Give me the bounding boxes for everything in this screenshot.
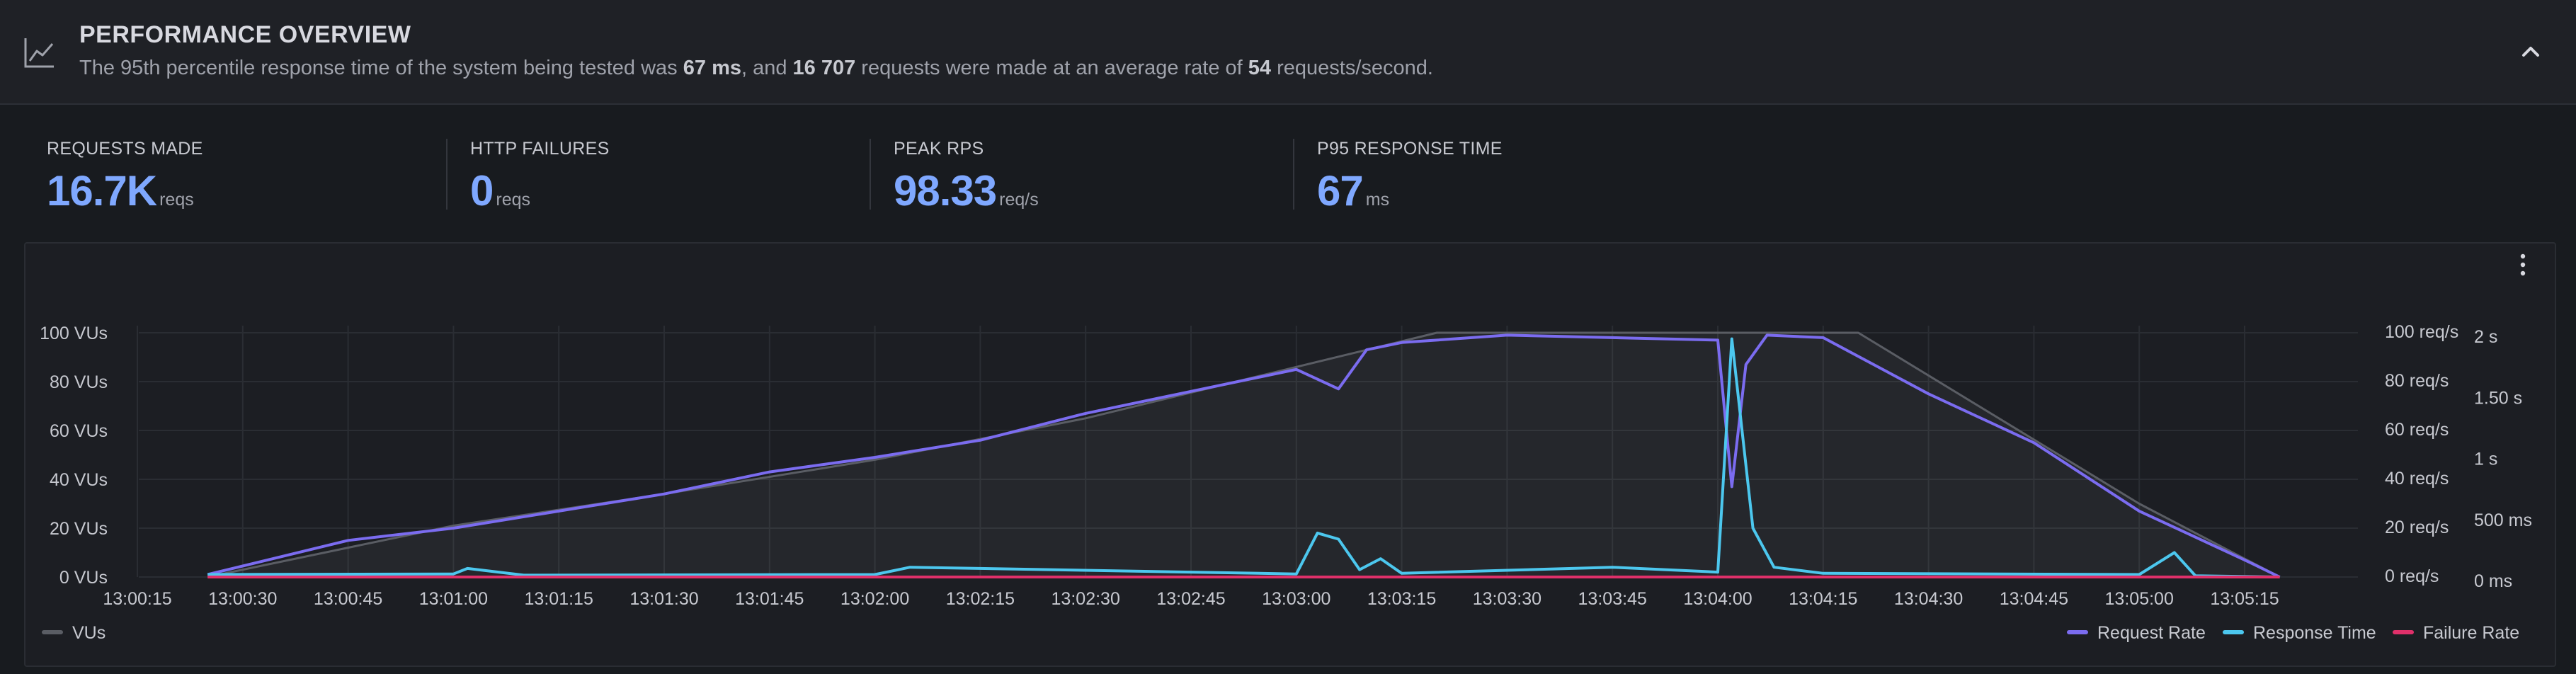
x-tick-label: 13:02:45 — [1156, 589, 1225, 609]
series-area-vus — [207, 333, 2280, 577]
stat-value: 67 — [1317, 167, 1364, 215]
stat-p95-response-time: P95 RESPONSE TIME 67 ms — [1317, 139, 1503, 217]
x-tick-label: 13:00:30 — [208, 589, 277, 609]
stat-label: P95 RESPONSE TIME — [1317, 139, 1503, 159]
chart-line-icon — [24, 38, 54, 68]
x-tick-label: 13:00:15 — [103, 589, 171, 609]
y-rate-tick-label: 20 req/s — [2385, 518, 2449, 537]
y-time-tick-label: 1.50 s — [2474, 388, 2522, 408]
stat-divider — [446, 139, 448, 210]
stat-label: PEAK RPS — [894, 139, 984, 159]
summary-part: The 95th percentile response time of the… — [79, 57, 683, 79]
y-time-tick-label: 500 ms — [2474, 510, 2532, 530]
x-tick-label: 13:03:15 — [1367, 589, 1436, 609]
panel-title: PERFORMANCE OVERVIEW — [79, 21, 411, 48]
y-left-tick-label: 60 VUs — [50, 421, 108, 441]
stat-http-failures: HTTP FAILURES 0 reqs — [470, 139, 610, 217]
x-tick-label: 13:03:30 — [1473, 589, 1541, 609]
series-line-response-time — [207, 337, 2280, 578]
y-left-tick-label: 40 VUs — [50, 470, 108, 490]
chart-card — [24, 242, 2556, 667]
stat-unit: req/s — [999, 190, 1039, 210]
x-tick-label: 13:04:00 — [1683, 589, 1752, 609]
legend-label-request-rate: Request Rate — [2097, 623, 2206, 643]
summary-rate: 54 — [1248, 57, 1272, 79]
y-rate-tick-label: 40 req/s — [2385, 469, 2449, 489]
y-left-tick-label: 80 VUs — [50, 372, 108, 392]
x-tick-label: 13:01:00 — [419, 589, 488, 609]
y-time-tick-label: 1 s — [2474, 450, 2497, 469]
series-line-request-rate — [207, 333, 2281, 578]
x-tick-label: 13:02:00 — [840, 589, 909, 609]
stat-unit: ms — [1365, 190, 1390, 210]
x-tick-label: 13:03:45 — [1578, 589, 1647, 609]
stat-label: HTTP FAILURES — [470, 139, 610, 159]
legend-label-vus: VUs — [72, 623, 106, 643]
stat-value: 16.7K — [47, 167, 157, 215]
stat-peak-rps: PEAK RPS 98.33 req/s — [894, 139, 1039, 217]
stat-value: 98.33 — [894, 167, 997, 215]
y-rate-tick-label: 60 req/s — [2385, 420, 2449, 440]
y-left-tick-label: 100 VUs — [40, 324, 108, 343]
y-rate-tick-label: 80 req/s — [2385, 371, 2449, 391]
stat-unit: reqs — [159, 190, 194, 210]
legend-label-failure-rate: Failure Rate — [2423, 623, 2519, 643]
x-tick-label: 13:05:00 — [2105, 589, 2174, 609]
panel-header: PERFORMANCE OVERVIEW The 95th percentile… — [0, 0, 2576, 105]
legend-label-response-time: Response Time — [2253, 623, 2376, 643]
kebab-menu-icon[interactable] — [2512, 252, 2534, 278]
chevron-up-icon[interactable] — [2517, 37, 2545, 65]
x-tick-label: 13:00:45 — [314, 589, 382, 609]
x-tick-label: 13:05:15 — [2210, 589, 2279, 609]
summary-part: requests were made at an average rate of — [855, 57, 1248, 79]
x-tick-label: 13:04:15 — [1789, 589, 1857, 609]
x-tick-label: 13:03:00 — [1262, 589, 1330, 609]
y-time-tick-label: 0 ms — [2474, 571, 2512, 591]
y-left-tick-label: 20 VUs — [50, 519, 108, 539]
summary-requests: 16 707 — [792, 57, 856, 79]
stat-value: 0 — [470, 167, 494, 215]
y-left-tick-label: 0 VUs — [59, 568, 108, 588]
summary-p95: 67 ms — [683, 57, 741, 79]
y-rate-tick-label: 100 req/s — [2385, 322, 2458, 342]
summary-part: , and — [741, 57, 793, 79]
x-tick-label: 13:01:15 — [525, 589, 593, 609]
summary-text: The 95th percentile response time of the… — [79, 57, 1433, 80]
x-tick-label: 13:01:45 — [735, 589, 804, 609]
stat-unit: reqs — [496, 190, 531, 210]
y-time-tick-label: 2 s — [2474, 327, 2497, 347]
stat-requests-made: REQUESTS MADE 16.7K reqs — [47, 139, 203, 217]
y-rate-tick-label: 0 req/s — [2385, 566, 2439, 586]
x-tick-label: 13:01:30 — [629, 589, 698, 609]
stat-divider — [1293, 139, 1294, 210]
x-tick-label: 13:04:30 — [1894, 589, 1963, 609]
stat-label: REQUESTS MADE — [47, 139, 203, 159]
summary-part: requests/second. — [1271, 57, 1433, 79]
x-tick-label: 13:02:15 — [946, 589, 1015, 609]
x-tick-label: 13:04:45 — [2000, 589, 2068, 609]
x-tick-label: 13:02:30 — [1052, 589, 1120, 609]
stat-divider — [870, 139, 871, 210]
